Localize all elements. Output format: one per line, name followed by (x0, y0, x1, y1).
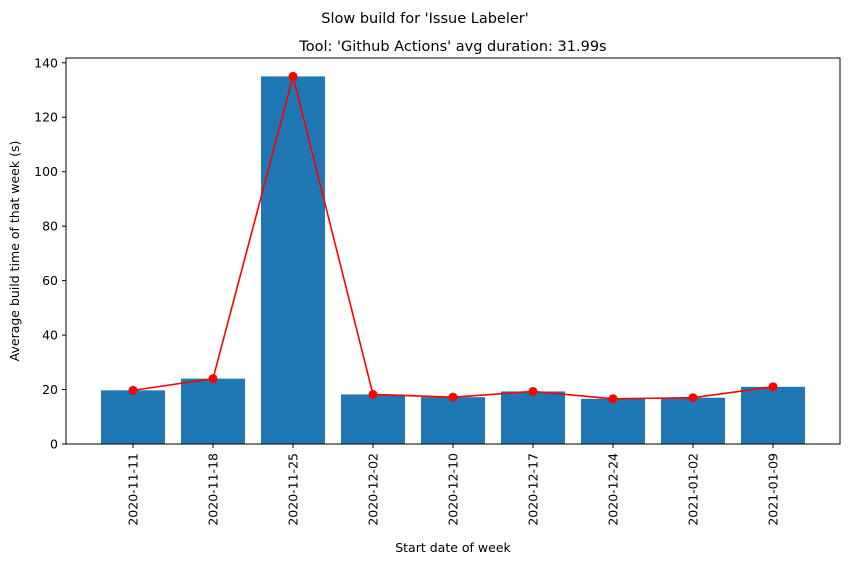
x-tick-label: 2021-01-09 (766, 453, 781, 526)
y-tick-label: 120 (34, 110, 58, 125)
line-point-2020-11-25 (288, 71, 298, 81)
x-tick-label: 2021-01-02 (686, 453, 701, 526)
line-series-group (128, 71, 778, 404)
x-tick-label: 2020-11-11 (126, 453, 141, 526)
y-tick-label: 0 (50, 437, 58, 452)
line-point-2021-01-09 (768, 382, 778, 392)
y-axis-label: Average build time of that week (s) (7, 141, 22, 362)
y-tick-label: 60 (42, 273, 58, 288)
line-point-2020-12-17 (528, 386, 538, 396)
figure-title: Slow build for 'Issue Labeler' (321, 11, 528, 27)
y-tick-label: 100 (34, 164, 58, 179)
y-tick-label: 140 (34, 55, 58, 70)
chart-title: Tool: 'Github Actions' avg duration: 31.… (298, 39, 606, 55)
bar-2020-11-18 (181, 378, 245, 444)
bar-2020-12-17 (501, 391, 565, 444)
bar-2021-01-09 (741, 386, 805, 444)
line-point-2020-11-18 (208, 374, 218, 384)
x-tick-label: 2020-11-18 (206, 453, 221, 526)
bar-2020-12-10 (421, 397, 485, 444)
x-tick-label: 2020-11-25 (286, 453, 301, 526)
bar-group (101, 76, 805, 444)
bar-2020-12-02 (341, 394, 405, 444)
x-tick-label: 2020-12-10 (446, 453, 461, 526)
y-tick-label: 80 (42, 219, 58, 234)
line-point-2021-01-02 (688, 393, 698, 403)
bar-2020-11-25 (261, 76, 325, 444)
line-point-2020-11-11 (128, 385, 138, 395)
plot-frame (65, 57, 841, 445)
bar-2021-01-02 (661, 397, 725, 444)
x-tick-label: 2020-12-02 (366, 453, 381, 526)
bar-2020-11-11 (101, 390, 165, 444)
x-tick-label: 2020-12-17 (526, 453, 541, 526)
bar-2020-12-24 (581, 398, 645, 444)
line-series (132, 76, 774, 400)
y-tick-label: 20 (42, 382, 58, 397)
y-tick-label: 40 (42, 328, 58, 343)
x-axis: 2020-11-11 2020-11-18 2020-11-25 2020-12-02… (126, 444, 781, 526)
line-point-2020-12-10 (448, 392, 458, 402)
x-tick-label: 2020-12-24 (606, 453, 621, 526)
line-point-2020-12-02 (368, 389, 378, 399)
x-axis-label: Start date of week (395, 540, 511, 555)
y-axis: 0 20 40 60 80 100 120 140 (34, 55, 66, 452)
line-point-2020-12-24 (608, 394, 618, 404)
